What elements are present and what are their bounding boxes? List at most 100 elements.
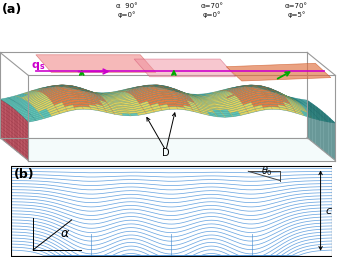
Polygon shape <box>37 107 47 112</box>
Polygon shape <box>189 94 198 95</box>
Polygon shape <box>63 86 72 88</box>
Polygon shape <box>20 112 29 116</box>
Text: $\theta_0$: $\theta_0$ <box>261 165 273 178</box>
Polygon shape <box>299 99 309 101</box>
Polygon shape <box>141 103 150 108</box>
Polygon shape <box>263 86 272 89</box>
Polygon shape <box>176 89 185 93</box>
Polygon shape <box>283 95 291 97</box>
Polygon shape <box>17 100 26 104</box>
Polygon shape <box>102 92 112 93</box>
Polygon shape <box>312 111 321 115</box>
Polygon shape <box>217 106 226 108</box>
Polygon shape <box>56 105 65 109</box>
Polygon shape <box>302 107 312 111</box>
Polygon shape <box>214 90 223 93</box>
Polygon shape <box>83 89 92 92</box>
Polygon shape <box>205 96 214 98</box>
Polygon shape <box>181 93 191 98</box>
Polygon shape <box>252 85 262 86</box>
Polygon shape <box>260 88 268 90</box>
Polygon shape <box>176 107 186 110</box>
Polygon shape <box>86 91 95 95</box>
Polygon shape <box>114 96 124 98</box>
Polygon shape <box>152 85 162 86</box>
Polygon shape <box>156 88 166 90</box>
Polygon shape <box>222 113 232 115</box>
Polygon shape <box>275 91 284 96</box>
Polygon shape <box>168 88 177 91</box>
Polygon shape <box>155 85 164 86</box>
Polygon shape <box>5 101 14 103</box>
Text: (b): (b) <box>14 167 35 180</box>
Polygon shape <box>230 86 239 88</box>
Polygon shape <box>220 109 229 112</box>
Polygon shape <box>193 101 203 106</box>
Polygon shape <box>251 88 260 91</box>
Polygon shape <box>125 107 134 110</box>
Polygon shape <box>277 94 287 99</box>
Polygon shape <box>18 94 28 97</box>
Polygon shape <box>41 89 50 93</box>
Polygon shape <box>165 88 175 91</box>
Polygon shape <box>209 99 218 100</box>
Polygon shape <box>291 97 299 99</box>
Polygon shape <box>124 89 133 92</box>
Polygon shape <box>175 92 184 96</box>
Polygon shape <box>24 116 34 120</box>
Polygon shape <box>253 85 263 86</box>
Polygon shape <box>307 100 335 160</box>
Polygon shape <box>209 93 218 95</box>
Polygon shape <box>165 89 173 91</box>
Polygon shape <box>79 90 88 94</box>
Polygon shape <box>218 97 227 101</box>
Polygon shape <box>96 96 106 101</box>
Polygon shape <box>132 104 141 107</box>
Text: α=70°
φ=5°: α=70° φ=5° <box>285 3 308 18</box>
Polygon shape <box>191 98 200 103</box>
Polygon shape <box>22 113 31 117</box>
Polygon shape <box>183 92 192 96</box>
Polygon shape <box>231 86 240 88</box>
Polygon shape <box>74 86 83 89</box>
Polygon shape <box>134 108 144 111</box>
Polygon shape <box>225 104 234 108</box>
Polygon shape <box>94 101 103 106</box>
Polygon shape <box>38 109 48 114</box>
Polygon shape <box>233 90 242 94</box>
Polygon shape <box>246 92 255 96</box>
Polygon shape <box>31 88 41 91</box>
Polygon shape <box>292 98 301 102</box>
Polygon shape <box>299 102 309 105</box>
Polygon shape <box>106 93 116 94</box>
Polygon shape <box>143 85 152 88</box>
Polygon shape <box>58 109 68 114</box>
Polygon shape <box>142 92 151 96</box>
Polygon shape <box>121 93 130 96</box>
Polygon shape <box>45 91 54 95</box>
Polygon shape <box>175 91 184 93</box>
Polygon shape <box>60 85 70 86</box>
Polygon shape <box>243 102 252 107</box>
Polygon shape <box>205 92 214 94</box>
Polygon shape <box>50 112 60 116</box>
Polygon shape <box>309 105 318 108</box>
Polygon shape <box>198 94 208 95</box>
Polygon shape <box>151 86 160 87</box>
Polygon shape <box>263 107 273 110</box>
Polygon shape <box>257 86 267 87</box>
Polygon shape <box>210 100 220 101</box>
Polygon shape <box>265 87 275 90</box>
Polygon shape <box>37 94 46 100</box>
Polygon shape <box>166 86 175 89</box>
Polygon shape <box>265 88 275 91</box>
Polygon shape <box>285 97 294 103</box>
Polygon shape <box>294 100 304 104</box>
Polygon shape <box>67 86 77 88</box>
Polygon shape <box>227 95 237 100</box>
Polygon shape <box>283 95 293 98</box>
Polygon shape <box>40 87 47 88</box>
Polygon shape <box>136 87 145 90</box>
Polygon shape <box>185 93 195 98</box>
Polygon shape <box>235 105 245 109</box>
